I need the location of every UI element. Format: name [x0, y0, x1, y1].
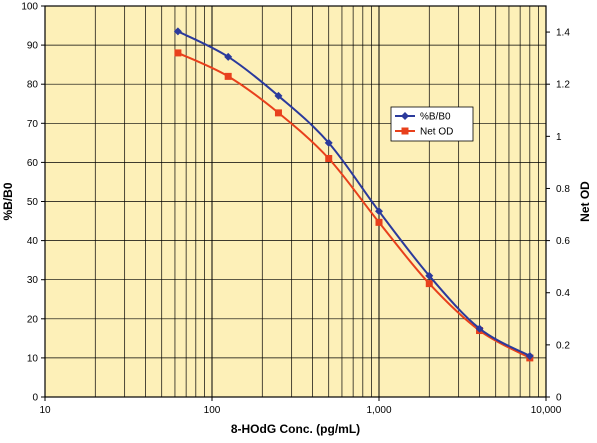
- legend-marker-net-od: [401, 127, 409, 135]
- series-line-bb0: [177, 30, 531, 357]
- axes-layer: 010203040506070809010000.20.40.60.811.21…: [1, 2, 592, 437]
- series-line-net-od: [177, 52, 531, 359]
- data-point-net-od: [224, 72, 232, 80]
- data-point-net-od: [274, 109, 282, 117]
- y2-tick-label: 0.2: [556, 340, 570, 351]
- y2-tick-label: 1.2: [556, 80, 570, 91]
- y-axis-title: %B/B0: [1, 182, 15, 220]
- data-point-bb0: [475, 324, 484, 333]
- data-point-bb0: [173, 27, 182, 36]
- data-point-bb0: [525, 351, 534, 360]
- y-tick-label: 100: [21, 2, 38, 13]
- data-point-net-od: [325, 154, 333, 162]
- y-tick-label: 0: [32, 393, 38, 404]
- y-tick-label: 70: [27, 119, 39, 130]
- y-tick-label: 50: [27, 197, 39, 208]
- x-tick-label: 100: [204, 405, 221, 416]
- y-tick-label: 40: [27, 236, 39, 247]
- legend-label-bb0: %B/B0: [420, 112, 451, 123]
- y2-tick-label: 0: [556, 393, 562, 404]
- data-point-bb0: [375, 207, 383, 216]
- y-tick-label: 20: [27, 314, 39, 325]
- x-tick-label: 10,000: [531, 405, 562, 416]
- y2-axis-title: Net OD: [578, 181, 592, 222]
- y2-tick-label: 0.6: [556, 236, 570, 247]
- legend-label-net-od: Net OD: [420, 127, 453, 138]
- data-point-net-od: [375, 218, 383, 226]
- legend: %B/B0 Net OD: [390, 106, 474, 142]
- y-tick-label: 30: [27, 275, 39, 286]
- x-axis-title: 8-HOdG Conc. (pg/mL): [231, 422, 360, 436]
- y2-tick-label: 1: [556, 132, 562, 143]
- data-point-net-od: [174, 49, 182, 57]
- data-point-net-od: [425, 280, 433, 288]
- series-layer: [173, 27, 534, 362]
- x-tick-label: 10: [39, 405, 51, 416]
- data-point-bb0: [324, 138, 333, 147]
- y-tick-label: 80: [27, 80, 39, 91]
- x-tick-label: 1,000: [366, 405, 391, 416]
- y-tick-label: 10: [27, 353, 39, 364]
- legend-marker-bb0: [401, 112, 409, 120]
- y2-tick-label: 0.8: [556, 184, 570, 195]
- y-tick-label: 60: [27, 158, 39, 169]
- data-point-bb0: [274, 91, 283, 100]
- y-tick-label: 90: [27, 41, 39, 52]
- data-point-bb0: [425, 271, 434, 280]
- y2-tick-label: 0.4: [556, 288, 570, 299]
- y2-tick-label: 1.4: [556, 28, 570, 39]
- data-point-bb0: [224, 52, 233, 61]
